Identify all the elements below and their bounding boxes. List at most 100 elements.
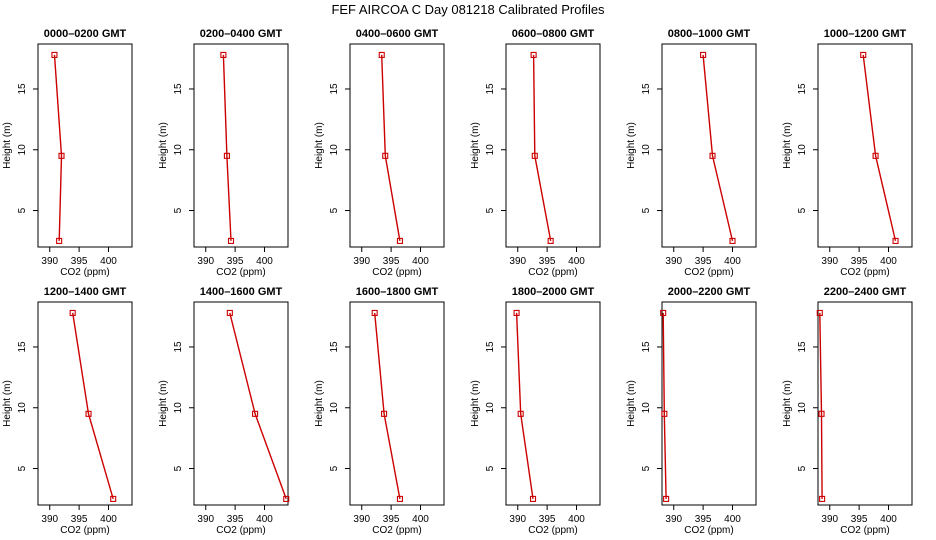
y-tick-label: 15 [17, 83, 28, 95]
data-point [220, 51, 227, 58]
x-axis-label: CO2 (ppm) [60, 267, 109, 278]
data-point [85, 410, 92, 417]
y-axis-label: Height (m) [782, 122, 793, 169]
profile-line [381, 54, 401, 242]
profile-line [702, 54, 734, 242]
data-point [892, 237, 899, 244]
profile-line [819, 312, 823, 499]
x-tick-label: 395 [539, 514, 556, 525]
x-tick-label: 395 [539, 256, 556, 267]
x-axis-label: CO2 (ppm) [684, 525, 733, 536]
y-tick-label: 5 [329, 207, 340, 213]
data-point [819, 495, 826, 502]
y-axis-label: Height (m) [782, 380, 793, 427]
y-tick-label: 10 [485, 144, 496, 156]
x-tick-label: 395 [71, 514, 88, 525]
data-point [382, 152, 389, 159]
profile-line [532, 54, 552, 242]
y-tick-label: 15 [641, 341, 652, 353]
data-point [860, 51, 867, 58]
y-axis-label: Height (m) [470, 380, 481, 427]
y-tick-label: 5 [485, 465, 496, 471]
plot-frame [349, 43, 445, 248]
y-tick-label: 10 [173, 144, 184, 156]
plot-frame [817, 301, 913, 506]
data-point [110, 495, 117, 502]
plot-frame [37, 301, 133, 506]
data-point [378, 51, 385, 58]
y-tick-label: 15 [485, 83, 496, 95]
data-point [517, 410, 524, 417]
y-tick-label: 15 [173, 83, 184, 95]
y-tick-label: 10 [797, 144, 808, 156]
y-axis-label: Height (m) [2, 122, 13, 169]
y-axis-label: Height (m) [626, 380, 637, 427]
panel-title: 1600–1800 GMT [356, 286, 439, 298]
profile-line [515, 312, 534, 500]
y-axis-label: Height (m) [314, 122, 325, 169]
x-tick-label: 400 [568, 514, 585, 525]
x-tick-label: 400 [724, 256, 741, 267]
data-point [223, 152, 230, 159]
data-point [56, 237, 63, 244]
y-tick-label: 5 [329, 465, 340, 471]
x-tick-label: 390 [197, 514, 214, 525]
x-tick-label: 390 [509, 514, 526, 525]
panel-title: 1000–1200 GMT [824, 28, 907, 40]
x-axis-label: CO2 (ppm) [684, 267, 733, 278]
data-point [663, 495, 670, 502]
y-tick-label: 15 [797, 341, 808, 353]
x-tick-label: 400 [256, 256, 273, 267]
plot-frame [37, 43, 133, 248]
data-point [283, 495, 290, 502]
data-point [547, 237, 554, 244]
y-axis-label: Height (m) [2, 380, 13, 427]
profile-line [374, 312, 401, 500]
y-axis-label: Height (m) [626, 122, 637, 169]
data-point [252, 410, 259, 417]
y-tick-label: 5 [797, 465, 808, 471]
x-tick-label: 390 [197, 256, 214, 267]
profile-line [222, 54, 232, 241]
plot-frame [505, 43, 601, 248]
profile-line [862, 54, 897, 242]
y-tick-label: 15 [797, 83, 808, 95]
data-point [396, 237, 403, 244]
data-point [700, 51, 707, 58]
data-point [513, 309, 520, 316]
data-point [818, 410, 825, 417]
y-tick-label: 15 [641, 83, 652, 95]
x-axis-label: CO2 (ppm) [528, 525, 577, 536]
data-point [226, 309, 233, 316]
x-tick-label: 400 [412, 514, 429, 525]
plot-frame [817, 43, 913, 248]
data-point [661, 410, 668, 417]
y-tick-label: 5 [485, 207, 496, 213]
y-tick-label: 10 [485, 402, 496, 414]
x-tick-label: 390 [665, 256, 682, 267]
y-tick-label: 10 [173, 402, 184, 414]
x-tick-label: 390 [665, 514, 682, 525]
panel-title: 0000–0200 GMT [44, 28, 127, 40]
data-point [69, 309, 76, 316]
data-point [530, 51, 537, 58]
panel-title: 2000–2200 GMT [668, 286, 751, 298]
x-axis-label: CO2 (ppm) [840, 267, 889, 278]
x-tick-label: 390 [353, 256, 370, 267]
data-point [396, 495, 403, 502]
x-tick-label: 400 [100, 256, 117, 267]
x-tick-label: 390 [821, 514, 838, 525]
x-axis-label: CO2 (ppm) [528, 267, 577, 278]
y-tick-label: 15 [329, 341, 340, 353]
